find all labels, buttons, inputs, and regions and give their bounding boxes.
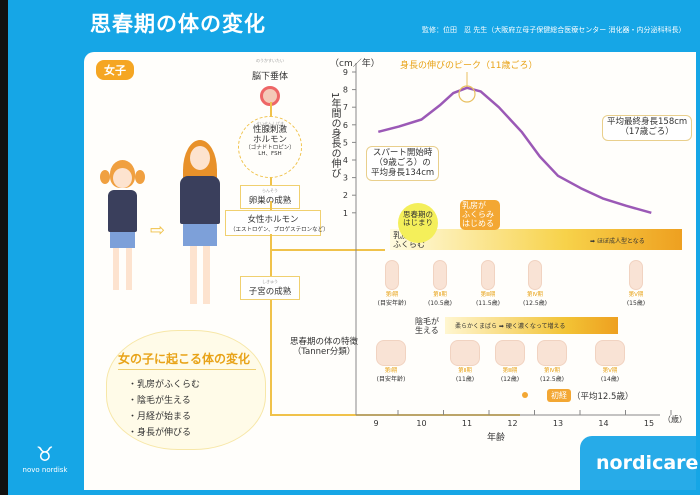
hair-bar: 柔らかくまばら ➡ 硬く濃くなって増える bbox=[445, 317, 618, 334]
x-tick-label: 11 bbox=[462, 419, 472, 428]
cloud-item: ・陰毛が生える bbox=[128, 396, 191, 406]
hair-figure bbox=[537, 340, 567, 366]
breast-figure bbox=[629, 260, 643, 290]
changes-cloud bbox=[106, 330, 266, 450]
menarche-average: （平均12.5歳） bbox=[572, 392, 634, 402]
teen-girl-illustration bbox=[175, 140, 225, 310]
young-girl-illustration bbox=[100, 160, 145, 300]
y-tick-label: 1 bbox=[343, 209, 348, 218]
female-hormone-node: 女性ホルモン （エストロゲン、プロゲステロンなど） bbox=[225, 210, 329, 236]
stage-age: (15歳) bbox=[626, 300, 646, 307]
stage-label: 第Ⅲ期 bbox=[502, 368, 518, 374]
nordicare-logo: nordicare bbox=[580, 436, 698, 490]
stage-age: (12.5歳) bbox=[539, 376, 565, 383]
x-tick-label: 12 bbox=[507, 419, 517, 428]
stage-age: (10.5歳) bbox=[427, 300, 453, 307]
menarche-dot bbox=[522, 392, 528, 398]
x-tick-label: 9 bbox=[373, 419, 378, 428]
y-unit: （cm／年） bbox=[330, 59, 380, 69]
stage-age: (12.5歳) bbox=[522, 300, 548, 307]
breast-figure bbox=[528, 260, 542, 290]
menarche-badge: 初経 bbox=[547, 389, 571, 402]
chart-title: 身長の伸びのピーク（11歳ごろ） bbox=[400, 61, 538, 71]
breast-stage: 第Ⅱ期 (10.5歳) bbox=[420, 260, 460, 307]
stage-label: 第Ⅰ期 bbox=[384, 368, 398, 374]
y-tick-label: 9 bbox=[343, 68, 348, 77]
hair-stage: 第Ⅲ期 (12歳) bbox=[490, 340, 530, 383]
stage-label: 第Ⅱ期 bbox=[458, 368, 472, 374]
stage-age: (12歳) bbox=[500, 376, 520, 383]
breast-stage: 第Ⅰ期 (目安年齢) bbox=[372, 260, 412, 307]
hair-stage: 第Ⅳ期 (12.5歳) bbox=[532, 340, 572, 383]
breast-figure bbox=[385, 260, 399, 290]
stage-label: 第Ⅱ期 bbox=[433, 292, 447, 298]
y-tick-label: 5 bbox=[343, 138, 348, 147]
cloud-item: ・月経が始まる bbox=[128, 412, 192, 422]
y-tick-label: 2 bbox=[343, 191, 348, 200]
y-tick-label: 3 bbox=[343, 174, 348, 183]
hair-figure bbox=[376, 340, 406, 366]
breast-figure bbox=[433, 260, 447, 290]
cloud-item: ・乳房がふくらむ bbox=[128, 380, 201, 390]
bull-icon: ♉ bbox=[36, 442, 54, 466]
breast-figure bbox=[481, 260, 495, 290]
cloud-title: 女の子に起こる体の変化 bbox=[118, 350, 256, 370]
hair-stage: 第Ⅰ期 (目安年齢) bbox=[371, 340, 411, 383]
stage-age: (14歳) bbox=[600, 376, 620, 383]
scan-edge bbox=[0, 0, 8, 495]
x-tick-label: 14 bbox=[598, 419, 608, 428]
stage-label: 第Ⅲ期 bbox=[480, 292, 496, 298]
hair-label: 陰毛が 生える bbox=[415, 317, 439, 335]
start-annotation: スパート開始時 （9歳ごろ）の 平均身長134cm bbox=[366, 146, 440, 182]
breast-stage: 第Ⅲ期 (11.5歳) bbox=[468, 260, 508, 307]
stage-label: 第Ⅴ期 bbox=[628, 292, 644, 298]
breast-begin-badge: 乳房が ふくらみ はじめる bbox=[460, 200, 500, 231]
stage-label: 第Ⅴ期 bbox=[602, 368, 618, 374]
stage-label: 第Ⅳ期 bbox=[526, 292, 544, 298]
x-tick-label: 13 bbox=[553, 419, 563, 428]
supervisor-credit: 監修：位田 忍 先生（大阪府立母子保健総合医療センター 消化器・内分泌科科長） bbox=[422, 26, 686, 34]
tanner-title: 思春期の体の特徴 （Tanner分類） bbox=[290, 337, 359, 358]
y-tick-label: 8 bbox=[343, 86, 348, 95]
y-tick-label: 6 bbox=[343, 121, 348, 130]
uterus-node: しきゅう 子宮の成熟 bbox=[240, 276, 300, 300]
page-title: 思春期の体の変化 bbox=[90, 12, 266, 36]
x-tick-label: 10 bbox=[416, 419, 426, 428]
hair-stage: 第Ⅴ期 (14歳) bbox=[590, 340, 630, 383]
breast-end-label: ➡ ほぼ成人型となる bbox=[590, 238, 645, 245]
final-height-annotation: 平均最終身長158cm （17歳ごろ） bbox=[602, 115, 693, 141]
stage-label: 第Ⅳ期 bbox=[543, 368, 561, 374]
breast-stage: 第Ⅴ期 (15歳) bbox=[616, 260, 656, 307]
onset-badge: 思春期の はじまり bbox=[398, 203, 438, 243]
x-tick-label: 15 bbox=[644, 419, 654, 428]
stage-age: (11.5歳) bbox=[475, 300, 501, 307]
stage-label: 第Ⅰ期 bbox=[385, 292, 399, 298]
x-axis-label: 年齢 bbox=[487, 433, 506, 443]
growth-velocity-line bbox=[377, 86, 652, 215]
x-unit: （歳） bbox=[663, 415, 687, 424]
hair-figure bbox=[450, 340, 480, 366]
stage-age: (11歳) bbox=[455, 376, 475, 383]
hair-figure bbox=[595, 340, 625, 366]
stage-age: (目安年齢) bbox=[376, 376, 406, 383]
breast-bar bbox=[390, 229, 682, 250]
y-tick-label: 4 bbox=[343, 156, 348, 165]
arrow-icon: ⇨ bbox=[150, 220, 166, 241]
stage-age: (目安年齢) bbox=[377, 300, 407, 307]
breast-stage: 第Ⅳ期 (12.5歳) bbox=[515, 260, 555, 307]
cloud-item: ・身長が伸びる bbox=[128, 428, 192, 438]
hair-stage: 第Ⅱ期 (11歳) bbox=[445, 340, 485, 383]
y-axis-label: 1年間の身長の伸び bbox=[329, 92, 340, 179]
hair-figure bbox=[495, 340, 525, 366]
novo-nordisk-logo: ♉ novo nordisk bbox=[14, 442, 76, 474]
girls-tag: 女子 bbox=[96, 60, 134, 80]
gonadotropin-node: せいせんしげき 性腺刺激 ホルモン （ゴナドトロピン） LH、FSH bbox=[238, 116, 302, 178]
y-tick-label: 7 bbox=[343, 103, 348, 112]
